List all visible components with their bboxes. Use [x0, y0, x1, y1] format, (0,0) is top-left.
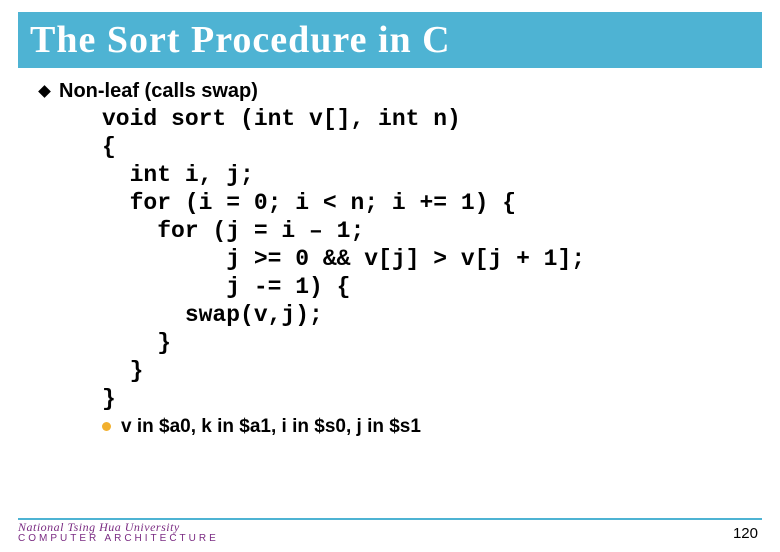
code-block: void sort (int v[], int n) { int i, j; f… — [102, 105, 740, 414]
department-name: COMPUTER ARCHITECTURE — [18, 534, 219, 545]
bullet-text: Non-leaf (calls swap) — [59, 80, 258, 103]
footer-branding: National Tsing Hua University COMPUTER A… — [18, 521, 219, 544]
slide-title: The Sort Procedure in C — [30, 18, 750, 62]
diamond-icon — [38, 85, 51, 98]
sub-bullet-text: v in $a0, k in $a1, i in $s0, j in $s1 — [121, 416, 421, 438]
slide-content: Non-leaf (calls swap) void sort (int v[]… — [0, 76, 780, 438]
university-name: National Tsing Hua University — [18, 521, 219, 534]
bullet-item: Non-leaf (calls swap) — [40, 80, 740, 103]
dot-icon — [102, 422, 111, 431]
sub-bullet-item: v in $a0, k in $a1, i in $s0, j in $s1 — [102, 416, 740, 438]
title-bar: The Sort Procedure in C — [18, 12, 762, 68]
slide-footer: National Tsing Hua University COMPUTER A… — [18, 518, 762, 544]
page-number: 120 — [733, 525, 762, 544]
